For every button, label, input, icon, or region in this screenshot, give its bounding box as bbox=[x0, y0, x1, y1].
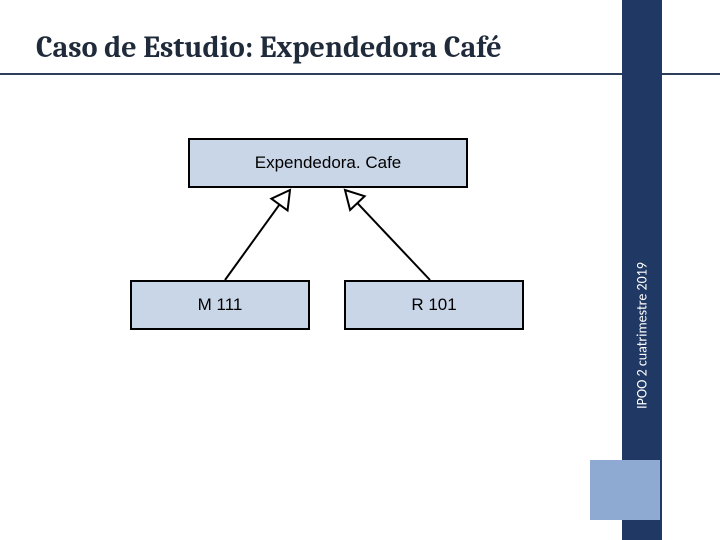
uml-edges bbox=[0, 0, 720, 540]
slide: Caso de Estudio: Expendedora Café IPOO 2… bbox=[0, 0, 720, 540]
